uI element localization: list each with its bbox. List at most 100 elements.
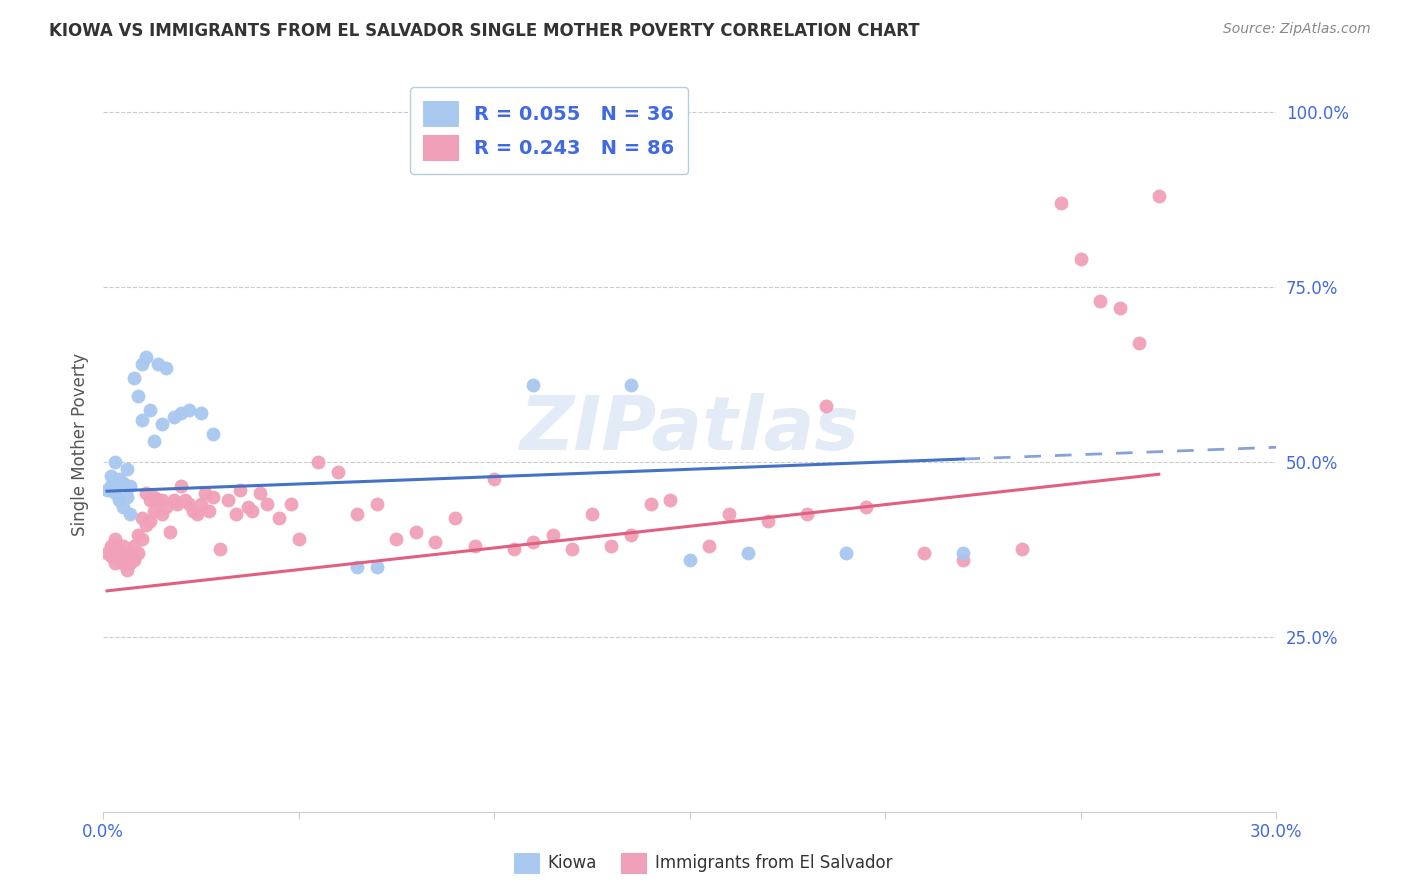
Point <box>104 455 127 469</box>
Point <box>179 497 201 511</box>
Point <box>170 479 193 493</box>
Point <box>190 406 212 420</box>
Point <box>124 371 146 385</box>
Point <box>179 402 201 417</box>
Legend: R = 0.055   N = 36, R = 0.243   N = 86: R = 0.055 N = 36, R = 0.243 N = 86 <box>409 87 688 174</box>
Point <box>280 497 302 511</box>
Point <box>96 483 118 497</box>
Point <box>201 427 224 442</box>
Point <box>120 546 142 560</box>
Point <box>143 490 166 504</box>
Point <box>96 546 118 560</box>
Point <box>104 486 127 500</box>
Point <box>135 486 157 500</box>
Point <box>1147 189 1170 203</box>
Point <box>697 539 720 553</box>
Point <box>717 508 740 522</box>
Point <box>815 399 838 413</box>
Point <box>522 378 544 392</box>
Point <box>135 517 157 532</box>
Point <box>107 472 129 486</box>
Point <box>256 497 278 511</box>
Point <box>155 500 177 515</box>
Point <box>561 542 583 557</box>
Point <box>952 546 974 560</box>
Point <box>952 553 974 567</box>
Point <box>225 508 247 522</box>
Text: KIOWA VS IMMIGRANTS FROM EL SALVADOR SINGLE MOTHER POVERTY CORRELATION CHART: KIOWA VS IMMIGRANTS FROM EL SALVADOR SIN… <box>49 22 920 40</box>
Point <box>385 532 408 546</box>
Point <box>249 486 271 500</box>
Point <box>1070 252 1092 267</box>
Point <box>1050 196 1073 211</box>
Point <box>104 557 127 571</box>
Point <box>912 546 935 560</box>
Legend: Kiowa, Immigrants from El Salvador: Kiowa, Immigrants from El Salvador <box>508 847 898 880</box>
Point <box>143 434 166 448</box>
Point <box>120 557 142 571</box>
Point <box>143 504 166 518</box>
Point <box>464 539 486 553</box>
Point <box>166 497 188 511</box>
Point <box>835 546 858 560</box>
Point <box>502 542 524 557</box>
Point <box>100 479 122 493</box>
Point <box>131 532 153 546</box>
Point <box>120 479 142 493</box>
Point <box>620 378 643 392</box>
Point <box>127 528 149 542</box>
Point <box>124 553 146 567</box>
Point <box>620 528 643 542</box>
Point <box>115 462 138 476</box>
Point <box>425 535 447 549</box>
Point <box>737 546 759 560</box>
Point <box>162 409 184 424</box>
Point <box>170 406 193 420</box>
Point <box>131 357 153 371</box>
Point <box>366 497 388 511</box>
Point <box>100 549 122 564</box>
Point <box>229 483 252 497</box>
Point <box>1088 294 1111 309</box>
Point <box>111 500 134 515</box>
Point <box>201 490 224 504</box>
Point <box>139 493 162 508</box>
Point <box>135 350 157 364</box>
Point <box>1128 336 1150 351</box>
Point <box>115 563 138 577</box>
Y-axis label: Single Mother Poverty: Single Mother Poverty <box>72 353 89 536</box>
Point <box>236 500 259 515</box>
Point <box>287 532 309 546</box>
Point <box>522 535 544 549</box>
Point <box>366 559 388 574</box>
Point <box>405 524 427 539</box>
Point <box>120 508 142 522</box>
Point <box>131 511 153 525</box>
Point <box>346 508 368 522</box>
Point <box>541 528 564 542</box>
Point <box>127 388 149 402</box>
Point <box>209 542 232 557</box>
Point <box>107 542 129 557</box>
Point <box>131 413 153 427</box>
Point <box>217 493 239 508</box>
Point <box>139 402 162 417</box>
Point <box>174 493 197 508</box>
Point <box>150 508 173 522</box>
Point <box>659 493 682 508</box>
Point <box>186 508 208 522</box>
Point <box>111 475 134 490</box>
Point <box>107 493 129 508</box>
Point <box>115 490 138 504</box>
Text: Source: ZipAtlas.com: Source: ZipAtlas.com <box>1223 22 1371 37</box>
Point <box>326 466 349 480</box>
Point <box>146 357 169 371</box>
Point <box>444 511 467 525</box>
Point <box>139 515 162 529</box>
Point <box>756 515 779 529</box>
Point <box>678 553 700 567</box>
Point <box>146 493 169 508</box>
Point <box>159 524 181 539</box>
Point <box>267 511 290 525</box>
Point <box>150 417 173 431</box>
